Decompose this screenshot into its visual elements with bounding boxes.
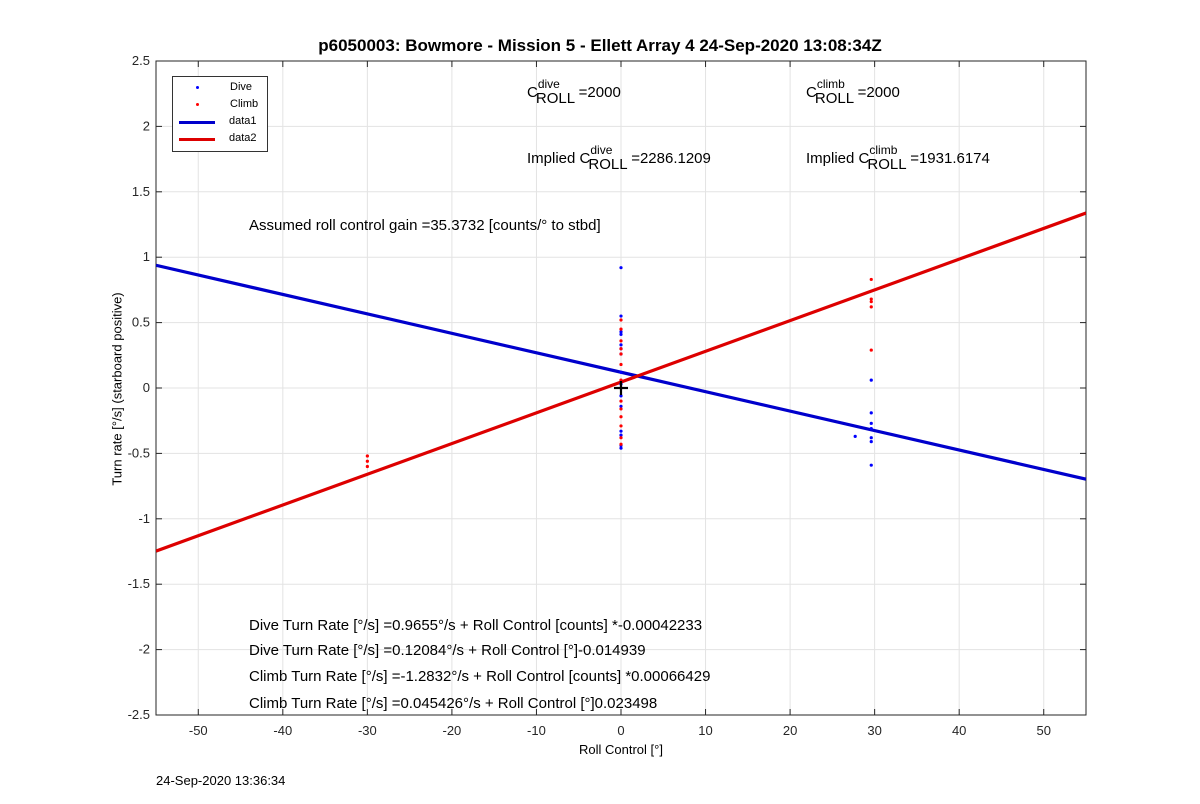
x-tick-label: 0 — [617, 723, 624, 738]
timestamp-footer: 24-Sep-2020 13:36:34 — [156, 773, 286, 788]
data-point-dive — [869, 378, 873, 382]
data-point-climb — [619, 347, 623, 351]
data-point-climb — [619, 378, 623, 382]
data-point-dive — [619, 266, 623, 270]
legend: Dive Climb data1 data2 — [172, 76, 268, 152]
x-tick-label: 20 — [783, 723, 797, 738]
data-point-dive — [619, 330, 623, 334]
x-tick-label: -50 — [189, 723, 208, 738]
data-point-dive — [619, 404, 623, 408]
y-tick-label: 1.5 — [132, 184, 150, 199]
data-point-climb — [869, 277, 873, 282]
climb-degrees-equation: Climb Turn Rate [°/s] =0.045426°/s + Rol… — [249, 695, 658, 712]
data-point-climb — [619, 362, 623, 367]
data-point-climb — [619, 327, 623, 331]
data-point-climb — [365, 454, 369, 458]
data-point-climb — [619, 407, 623, 411]
x-tick-label: -20 — [443, 723, 462, 738]
legend-item-climb: Climb — [173, 98, 267, 112]
x-tick-label: -30 — [358, 723, 377, 738]
legend-climb-marker — [196, 103, 199, 106]
grid — [156, 60, 1086, 716]
data-point-climb — [619, 442, 623, 446]
legend-data2-label: data2 — [229, 132, 257, 144]
y-tick-label: -1.5 — [128, 576, 150, 591]
y-axis-label: Turn rate [°/s] (starboard positive) — [109, 292, 125, 486]
legend-data1-label: data1 — [229, 115, 257, 127]
x-tick-label: 10 — [698, 723, 712, 738]
data-point-climb — [619, 415, 623, 419]
data-point-dive — [869, 463, 873, 467]
climb-counts-equation: Climb Turn Rate [°/s] =-1.2832°/s + Roll… — [249, 668, 711, 685]
y-tick-label: 1 — [143, 249, 150, 264]
data-point-dive — [869, 440, 873, 444]
legend-data1-line — [179, 121, 215, 124]
legend-data2-line — [179, 138, 215, 141]
y-tick-label: -0.5 — [128, 445, 150, 460]
chart-title: p6050003: Bowmore - Mission 5 - Ellett A… — [318, 36, 882, 55]
dive-degrees-equation: Dive Turn Rate [°/s] =0.12084°/s + Roll … — [249, 642, 646, 659]
y-tick-label: 0.5 — [132, 315, 150, 330]
data-point-climb — [619, 318, 623, 322]
series-group — [156, 211, 1086, 553]
data-point-climb — [365, 464, 369, 469]
data-point-dive — [869, 421, 873, 425]
x-axis-label: Roll Control [°] — [579, 742, 663, 757]
y-tick-label: -2 — [138, 642, 150, 657]
y-tick-label: -1 — [138, 511, 150, 526]
data-point-dive — [619, 429, 623, 433]
x-tick-label: -40 — [273, 723, 292, 738]
y-tick-label: 2.5 — [132, 53, 150, 68]
legend-item-dive: Dive — [173, 81, 267, 95]
data-point-climb — [365, 459, 369, 463]
c-roll-climb-annotation: CclimbROLL =2000 — [806, 77, 900, 107]
data-point-climb — [869, 305, 873, 309]
data-point-climb — [619, 352, 623, 356]
data-point-dive — [619, 433, 623, 437]
data-point-climb — [869, 348, 873, 352]
data-point-dive — [619, 314, 623, 318]
data-point-dive — [619, 332, 623, 336]
data-point-climb — [619, 399, 623, 403]
tick-labels: -50 -40 -30 -20 -10 0 10 20 30 40 50-2.5-2-1.5-1-0… — [128, 53, 1051, 738]
data-point-dive — [869, 411, 873, 415]
x-tick-label: 30 — [867, 723, 881, 738]
data-point-dive — [619, 394, 623, 398]
data-point-dive — [869, 436, 873, 440]
implied-c-roll-dive-annotation: Implied CdiveROLL =2286.1209 — [527, 143, 711, 173]
legend-climb-label: Climb — [230, 98, 259, 110]
data-point-dive — [619, 343, 623, 347]
data-point-climb — [869, 297, 873, 301]
data-point-climb — [619, 436, 623, 440]
axes — [155, 60, 1087, 716]
data-point-dive — [853, 434, 857, 438]
data-point-dive — [619, 370, 623, 374]
legend-item-data2: data2 — [173, 132, 267, 146]
x-tick-label: 50 — [1036, 723, 1050, 738]
roll-gain-annotation: Assumed roll control gain =35.3732 [coun… — [249, 217, 601, 234]
legend-item-data1: data1 — [173, 115, 267, 129]
data-point-climb — [869, 300, 873, 304]
y-tick-label: 0 — [143, 380, 150, 395]
dive-counts-equation: Dive Turn Rate [°/s] =0.9655°/s + Roll C… — [249, 617, 703, 634]
y-tick-label: -2.5 — [128, 707, 150, 722]
data-point-dive — [869, 426, 873, 431]
data-point-dive — [619, 446, 623, 450]
implied-c-roll-climb-annotation: Implied CclimbROLL =1931.6174 — [806, 143, 990, 173]
legend-dive-marker — [196, 86, 199, 89]
x-tick-label: 40 — [952, 723, 966, 738]
data-point-climb — [619, 339, 623, 343]
y-tick-label: 2 — [143, 118, 150, 133]
data-point-climb — [619, 424, 623, 428]
series-layer — [156, 211, 1086, 553]
legend-dive-label: Dive — [230, 81, 253, 93]
x-tick-label: -10 — [527, 723, 546, 738]
c-roll-dive-annotation: CdiveROLL =2000 — [527, 77, 621, 107]
